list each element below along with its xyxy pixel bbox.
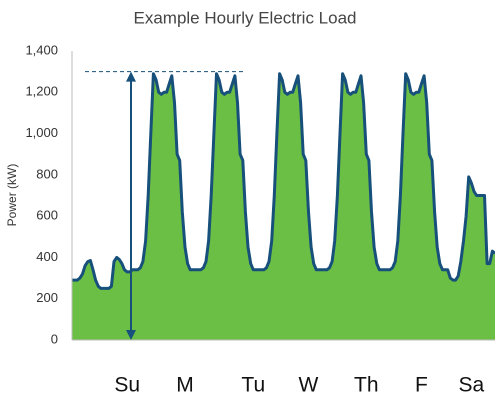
arrow-head-bottom [126,330,136,340]
y-tick-label: 800 [36,166,58,181]
x-tick-label: F [415,374,428,397]
line [72,72,495,290]
x-tick-label: W [299,374,319,397]
y-tick-label: 1,400 [25,42,58,57]
area [72,73,495,340]
arrow-head-top [126,71,136,82]
x-tick-label: Tu [241,374,265,397]
x-tick-label: Th [354,374,379,397]
y-tick-label: 400 [36,249,58,264]
x-tick-label: Sa [459,374,485,397]
y-tick-label: 0 [51,331,58,346]
y-tick-label: 1,000 [25,125,58,140]
y-tick-label: 600 [36,208,58,223]
x-tick-label: M [176,374,194,397]
chart-title: Example Hourly Electric Load [134,8,357,27]
x-tick-label: Su [114,374,140,397]
y-tick-label: 1,200 [25,84,58,99]
y-axis-label: Power (kW) [5,164,19,227]
y-tick-label: 200 [36,290,58,305]
